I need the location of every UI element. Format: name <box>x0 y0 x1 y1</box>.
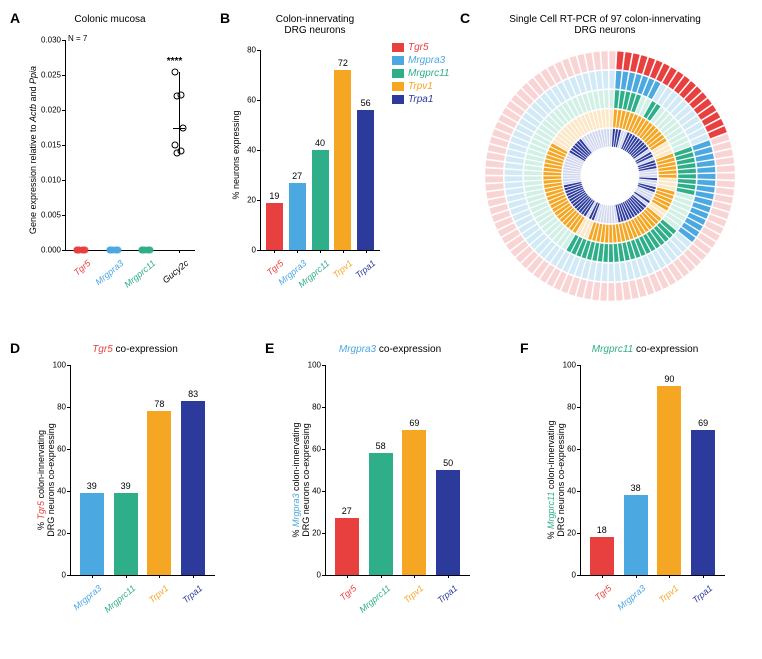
scatter-point <box>112 247 119 254</box>
bar: 27 <box>289 183 306 251</box>
scatter-point <box>74 247 81 254</box>
sunburst-cell <box>602 70 608 88</box>
panel-a-label: A <box>10 10 20 26</box>
sunburst-cell <box>678 174 696 179</box>
sunburst-cell <box>524 171 542 176</box>
sunburst-cell <box>602 263 608 281</box>
sunburst-cell <box>697 180 716 186</box>
scatter-point <box>145 247 152 254</box>
panel-b-plot: 020406080% neurons expressing19Tgr527Mrg… <box>260 50 380 250</box>
bar: 56 <box>357 110 374 250</box>
panel-e: E Mrgpra3 co-expression 020406080100% Mr… <box>265 340 500 650</box>
sunburst-cell <box>600 282 607 300</box>
sunburst-cell <box>609 70 615 88</box>
bar: 58 <box>369 453 393 575</box>
scatter-point <box>171 142 178 149</box>
sunburst-cell <box>485 176 503 183</box>
sunburst-cell <box>614 263 621 282</box>
legend-item: Mrgpra3 <box>392 55 450 66</box>
scatter-point <box>139 247 146 254</box>
bar: 69 <box>691 430 715 575</box>
sunburst-cell <box>609 244 614 262</box>
panel-a-title: Colonic mucosa <box>30 14 190 25</box>
bar: 39 <box>114 493 138 575</box>
sunburst-cell <box>604 90 609 108</box>
bar: 27 <box>335 518 359 575</box>
panel-b-title: Colon-innervating DRG neurons <box>250 14 380 36</box>
bar: 19 <box>266 203 283 251</box>
significance-marker: **** <box>167 56 183 67</box>
sunburst-cell <box>485 183 504 191</box>
sunburst-cell <box>601 51 608 69</box>
sunburst-cell <box>485 168 503 175</box>
sunburst-cell <box>615 282 623 301</box>
panel-f-title: Mrgprc11 co-expression <box>560 344 730 355</box>
bar: 38 <box>624 495 648 575</box>
panel-e-plot: 020406080100% Mrgpra3 colon-innervatingD… <box>325 365 470 575</box>
bar: 39 <box>80 493 104 575</box>
bar: 72 <box>334 70 351 250</box>
sunburst-cell <box>608 283 615 301</box>
scatter-point <box>171 68 178 75</box>
sunburst-cell <box>639 175 657 178</box>
bar: 83 <box>181 401 205 575</box>
sunburst-cell <box>485 160 504 168</box>
panel-c: C Single Cell RT-PCR of 97 colon-innerva… <box>460 10 760 310</box>
panel-b-label: B <box>220 10 230 26</box>
sunburst-cell <box>716 180 735 188</box>
scatter-point <box>106 247 113 254</box>
panel-e-title: Mrgpra3 co-expression <box>305 344 475 355</box>
sunburst-cell <box>659 174 677 178</box>
sunburst-cell <box>717 173 735 180</box>
gene-legend: Tgr5 Mrgpra3 Mrgprc11 Trpv1 Trpa1 <box>392 42 450 107</box>
panel-f: F Mrgprc11 co-expression 020406080100% M… <box>520 340 755 650</box>
legend-item: Mrgprc11 <box>392 68 450 79</box>
panel-c-sunburst <box>470 46 750 306</box>
panel-c-title: Single Cell RT-PCR of 97 colon-innervati… <box>460 14 750 36</box>
panel-a: A Colonic mucosa N = 7 0.0000.0050.0100.… <box>10 10 210 310</box>
sunburst-cell <box>504 169 522 175</box>
bar: 18 <box>590 537 614 575</box>
sunburst-cell <box>524 176 542 181</box>
legend-item: Trpv1 <box>392 81 450 92</box>
bar: 40 <box>312 150 329 250</box>
panel-f-label: F <box>520 340 529 356</box>
scatter-point <box>80 247 87 254</box>
panel-d-title: Tgr5 co-expression <box>50 344 220 355</box>
sunburst-cell <box>697 167 715 173</box>
panel-a-plot: 0.0000.0050.0100.0150.0200.0250.030Gene … <box>65 40 195 250</box>
bar: 69 <box>402 430 426 575</box>
legend-item: Tgr5 <box>392 42 450 53</box>
sunburst-cell <box>592 282 600 301</box>
sunburst-cell <box>609 225 613 243</box>
legend-item: Trpa1 <box>392 94 450 105</box>
sunburst-cell <box>603 244 608 262</box>
panel-b: B Colon-innervating DRG neurons 02040608… <box>220 10 390 310</box>
panel-e-label: E <box>265 340 274 356</box>
panel-f-plot: 020406080100% Mrgprc11 colon-innervating… <box>580 365 725 575</box>
sunburst-cell <box>609 90 614 108</box>
sunburst-cell <box>609 51 616 69</box>
bar: 90 <box>657 386 681 575</box>
sunburst-cell <box>543 176 561 180</box>
sunburst-cell <box>697 174 715 180</box>
sunburst-cell <box>610 109 614 127</box>
sunburst-cell <box>616 51 624 70</box>
panel-d: D Tgr5 co-expression 020406080100% Tgr5 … <box>10 340 245 650</box>
sunburst-cell <box>608 263 614 281</box>
bar: 50 <box>436 470 460 575</box>
panel-d-label: D <box>10 340 20 356</box>
sunburst-cell <box>615 71 622 90</box>
bar: 78 <box>147 411 171 575</box>
sunburst-cell <box>504 176 522 182</box>
sunburst-cell <box>593 51 601 70</box>
panel-d-plot: 020406080100% Tgr5 colon-innervatingDRG … <box>70 365 215 575</box>
sunburst-cell <box>716 165 735 172</box>
